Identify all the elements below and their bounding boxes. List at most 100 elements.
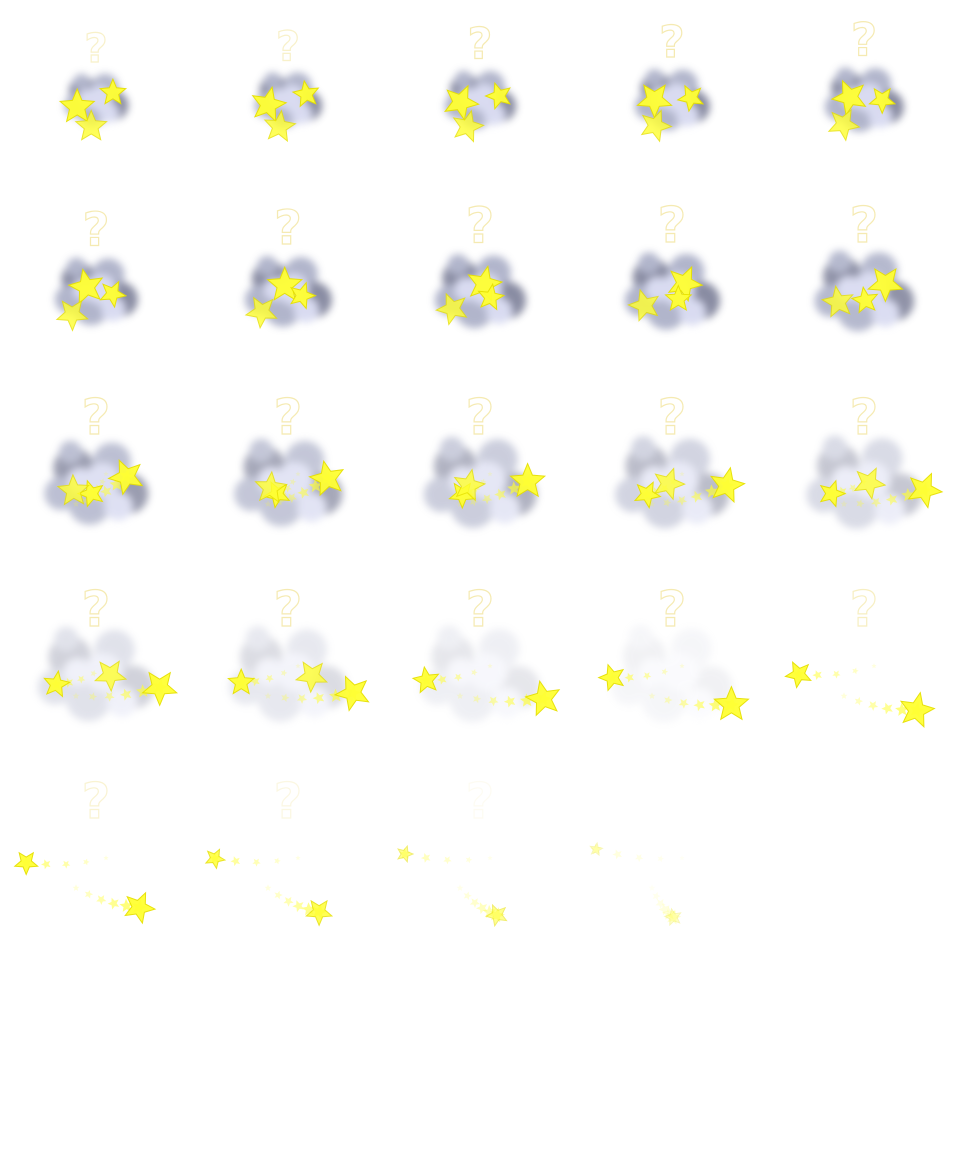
star-icon — [636, 84, 673, 119]
star-icon — [819, 479, 847, 508]
animation-frame: ? — [0, 0, 192, 192]
question-mark-icon: ? — [81, 580, 111, 638]
star-icon — [676, 84, 705, 113]
star-icon — [827, 108, 861, 142]
animation-frame: ? — [768, 384, 960, 576]
star-icon — [597, 663, 625, 692]
smoke-cloud-icon — [228, 626, 348, 722]
star-icon — [899, 691, 936, 728]
star-icon — [254, 470, 288, 504]
star-icon — [74, 109, 108, 141]
svg-text:?: ? — [658, 581, 686, 638]
animation-frame: ? — [384, 0, 576, 192]
star-icon — [850, 285, 879, 314]
svg-text:?: ? — [466, 581, 494, 638]
question-mark-icon: ? — [465, 388, 495, 446]
question-mark-icon: ? — [81, 772, 111, 830]
animation-frame: ? — [768, 576, 960, 768]
star-icon — [98, 77, 128, 105]
star-icon — [55, 299, 89, 332]
animation-frame: ? — [384, 768, 576, 960]
question-mark-icon: ? — [659, 16, 686, 68]
star-icon — [43, 669, 71, 698]
star-icon — [397, 844, 415, 864]
star-icon — [99, 280, 128, 309]
star-icon — [709, 466, 746, 504]
star-icon — [411, 665, 440, 694]
animation-frame: ? — [0, 768, 192, 960]
star-icon — [291, 79, 320, 108]
star-icon — [589, 841, 604, 857]
star-icon — [868, 87, 897, 115]
question-mark-icon: ? — [849, 580, 879, 638]
svg-text:?: ? — [850, 581, 878, 638]
star-icon — [13, 851, 39, 876]
question-mark-icon: ? — [273, 772, 303, 830]
svg-text:?: ? — [274, 773, 302, 830]
star-icon — [713, 685, 750, 721]
star-icon — [333, 675, 370, 712]
question-mark-icon: ? — [84, 25, 108, 72]
animation-frame: ? — [192, 192, 384, 384]
svg-text:?: ? — [82, 389, 110, 446]
question-mark-icon: ? — [465, 772, 495, 830]
svg-text:?: ? — [274, 389, 302, 446]
svg-text:?: ? — [274, 201, 302, 256]
star-icon — [830, 79, 867, 117]
svg-text:?: ? — [83, 203, 110, 257]
svg-text:?: ? — [851, 13, 877, 66]
star-icon — [664, 284, 693, 312]
star-icon — [244, 296, 278, 330]
svg-text:?: ? — [274, 581, 302, 638]
svg-text:?: ? — [82, 581, 110, 638]
animation-frame — [768, 768, 960, 960]
animation-frame — [576, 768, 768, 960]
svg-text:?: ? — [850, 389, 878, 446]
smoke-cloud-icon — [420, 625, 541, 723]
question-mark-icon: ? — [275, 22, 300, 71]
question-mark-icon: ? — [849, 388, 879, 446]
svg-text:?: ? — [658, 197, 686, 254]
star-icon — [141, 671, 179, 707]
svg-text:?: ? — [658, 389, 686, 446]
star-icon — [820, 284, 854, 318]
question-mark-icon: ? — [465, 580, 495, 638]
star-icon — [477, 282, 506, 311]
question-mark-icon: ? — [465, 198, 494, 255]
star-icon — [294, 661, 329, 694]
star-icon — [124, 891, 157, 925]
sprite-sheet: ??????????????????????? — [0, 0, 960, 960]
star-icon — [524, 679, 561, 717]
star-icon — [853, 467, 887, 501]
star-icon — [640, 109, 673, 143]
star-icon — [654, 467, 686, 501]
svg-text:?: ? — [466, 198, 494, 254]
svg-text:?: ? — [82, 773, 110, 830]
star-icon — [484, 81, 511, 111]
star-icon — [484, 903, 508, 928]
svg-text:?: ? — [659, 17, 684, 68]
star-icon — [58, 87, 96, 123]
star-icon — [227, 667, 256, 695]
empty-sheet-area — [0, 960, 960, 1152]
question-mark-icon: ? — [467, 20, 493, 70]
question-mark-icon: ? — [273, 388, 303, 446]
star-icon — [56, 473, 90, 506]
star-icon — [107, 459, 144, 496]
animation-frame: ? — [384, 192, 576, 384]
star-icon — [290, 281, 317, 310]
question-mark-icon: ? — [849, 196, 879, 254]
svg-text:?: ? — [84, 26, 107, 72]
question-mark-icon: ? — [850, 13, 877, 67]
star-icon — [67, 268, 104, 305]
star-icon — [453, 468, 487, 502]
star-icon — [452, 109, 485, 143]
animation-frame: ? — [384, 384, 576, 576]
star-trail-icon — [648, 884, 682, 925]
animation-frame: ? — [576, 576, 768, 768]
question-mark-icon: ? — [82, 202, 110, 257]
animation-frame: ? — [0, 192, 192, 384]
star-icon — [305, 899, 334, 927]
svg-text:?: ? — [466, 389, 494, 446]
svg-text:?: ? — [850, 197, 878, 254]
